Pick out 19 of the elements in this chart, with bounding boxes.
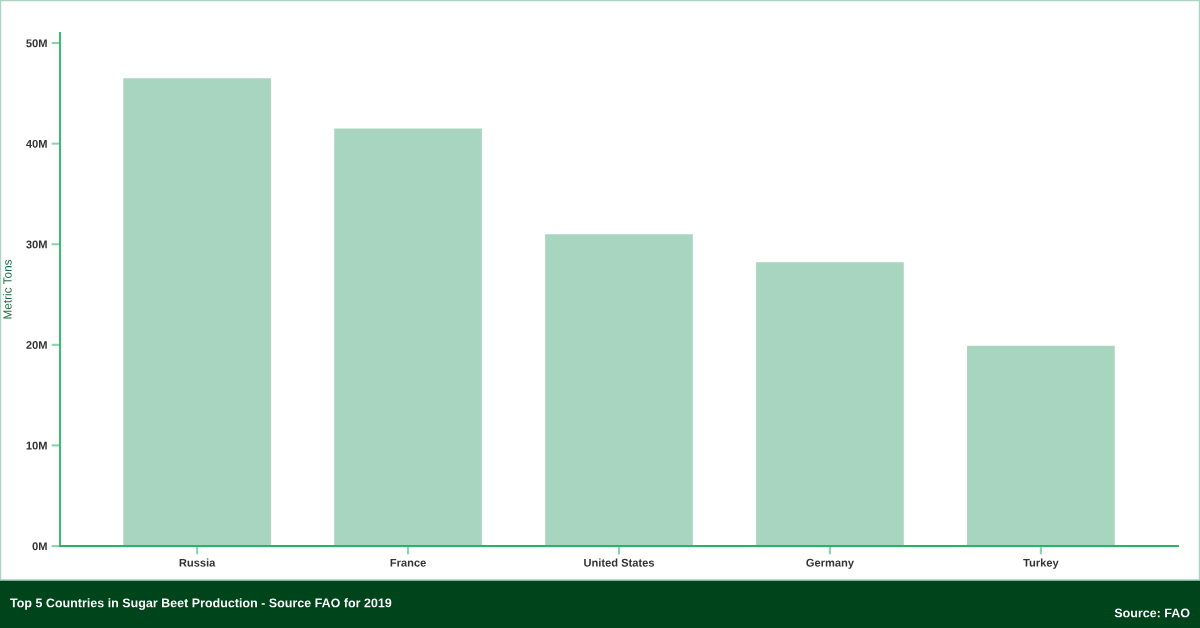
x-tick-label: Germany <box>806 558 854 569</box>
y-tick-label: 0M <box>32 542 47 551</box>
x-tick-label: United States <box>584 558 655 567</box>
bar <box>967 345 1115 546</box>
y-axis-title: Metric Tons <box>3 259 12 319</box>
bar <box>545 234 693 546</box>
y-tick-label: 30M <box>26 240 47 249</box>
bar <box>123 78 271 546</box>
bar <box>756 262 904 546</box>
text: Top 5 Countries in Sugar Beet Production - Source FAO for 2019 <box>10 598 392 610</box>
x-tick-label: Russia <box>179 558 216 567</box>
y-tick-label: 20M <box>26 341 47 349</box>
y-tick-label: 10M <box>26 441 47 450</box>
source-note: Source: FAO <box>1114 608 1190 618</box>
x-tick-label: Turkey <box>1023 558 1059 569</box>
bar <box>334 128 482 546</box>
x-tick-label: France <box>390 558 426 567</box>
y-tick-label: 50M <box>26 39 47 48</box>
y-tick-label: 40M <box>26 139 47 148</box>
